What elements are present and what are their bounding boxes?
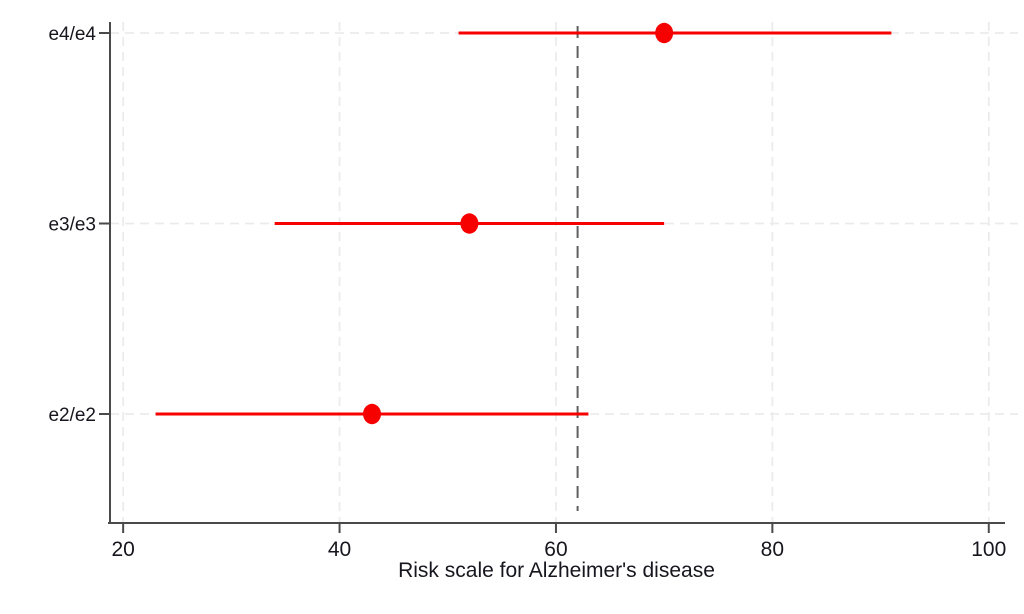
x-tick-label: 60	[544, 538, 567, 561]
y-category-label: e3/e3	[48, 215, 96, 236]
x-tick-label: 40	[328, 538, 351, 561]
point-estimate-marker	[655, 22, 674, 44]
x-tick-label: 20	[111, 538, 134, 561]
point-estimate-marker	[460, 213, 479, 234]
y-category-label: e4/e4	[48, 24, 96, 45]
x-tick-label: 80	[761, 538, 784, 561]
x-tick-label: 100	[971, 538, 1006, 561]
x-axis-title: Risk scale for Alzheimer's disease	[398, 559, 715, 582]
y-category-label: e2/e2	[48, 405, 96, 426]
point-estimate-marker	[363, 403, 382, 425]
